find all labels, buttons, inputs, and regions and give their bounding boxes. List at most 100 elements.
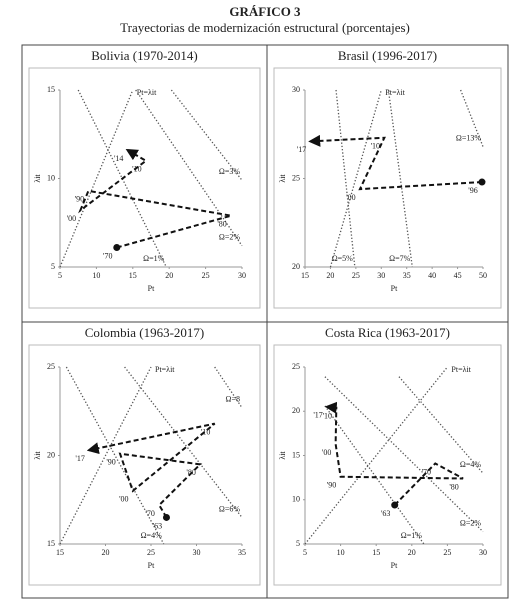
year-label: '63 (153, 521, 162, 530)
reference-line (65, 366, 165, 545)
x-tick-label: 15 (129, 271, 137, 280)
reference-line (124, 366, 243, 518)
chart-frame (28, 67, 261, 309)
panel-title: Colombia (1963-2017) (85, 325, 205, 340)
reference-label: Ω=1% (401, 531, 422, 540)
year-label: '14 (114, 154, 123, 163)
y-tick-label: 20 (292, 406, 300, 415)
y-axis-label: λit (33, 451, 42, 460)
year-label: '70 (145, 509, 154, 518)
reference-label: Pt=λit (451, 365, 471, 374)
y-tick-label: 15 (47, 85, 55, 94)
start-point (478, 178, 486, 186)
reference-line (170, 89, 243, 181)
trajectory (86, 422, 216, 518)
year-label: '00 (346, 193, 355, 202)
x-axis-label: Pt (148, 284, 155, 293)
x-tick-label: 20 (102, 548, 110, 557)
y-tick-label: 25 (47, 362, 55, 371)
y-axis-label: λit (33, 174, 42, 183)
reference-label: Pt=λit (385, 88, 405, 97)
year-label: '90 (327, 481, 336, 490)
reference-label: Pt=λit (137, 88, 157, 97)
panel-title: Brasil (1996-2017) (338, 48, 437, 63)
year-label: '90 (75, 195, 84, 204)
panel: Colombia (1963-2017) 15 20 25 30 35 15 20 25 Pt λi… (28, 325, 261, 586)
year-label: '17 (75, 454, 84, 463)
reference-line (59, 366, 152, 545)
y-tick-label: 30 (292, 85, 300, 94)
x-tick-label: 20 (326, 271, 334, 280)
year-label: '10 (132, 165, 141, 174)
chart-frame (273, 67, 502, 309)
x-tick-label: 20 (165, 271, 173, 280)
panel: Bolivia (1970-2014) 5 10 15 20 25 30 5 10 15 Pt λit… (28, 48, 261, 309)
x-tick-label: 15 (56, 548, 64, 557)
panel: Brasil (1996-2017)15 20 25 30 35 40 45 50202530… (273, 48, 502, 309)
reference-line (398, 376, 484, 474)
year-label: '80 (217, 219, 226, 228)
x-axis-label: Pt (391, 284, 398, 293)
year-label: '00 (119, 495, 128, 504)
reference-label: Ω=1% (143, 254, 164, 263)
reference-label: Ω=8 (226, 395, 240, 404)
trajectory (308, 134, 483, 191)
chart-frame (273, 344, 502, 586)
panel-title: Bolivia (1970-2014) (91, 48, 198, 63)
year-label: '63 (381, 509, 390, 518)
chart-frame (28, 344, 261, 586)
reference-label: Ω=4% (460, 460, 481, 469)
reference-label: Ω=4% (141, 531, 162, 540)
trajectory (78, 148, 232, 249)
year-label: '17 (313, 411, 322, 420)
x-axis-label: Pt (148, 561, 155, 570)
y-tick-label: 10 (47, 173, 55, 182)
reference-label: Ω=2% (219, 233, 240, 242)
x-tick-label: 15 (301, 271, 309, 280)
reference-label: Ω=5% (332, 254, 353, 263)
year-label: '70 (103, 251, 112, 260)
y-tick-label: 25 (292, 173, 300, 182)
x-tick-label: 40 (428, 271, 436, 280)
x-tick-label: 25 (352, 271, 360, 280)
x-tick-label: 10 (337, 548, 345, 557)
reference-label: Pt=λit (155, 365, 175, 374)
y-tick-label: 15 (292, 450, 300, 459)
year-label: '96 (468, 186, 477, 195)
year-label: '17 (297, 145, 306, 154)
y-tick-label: 20 (47, 450, 55, 459)
x-tick-label: 25 (147, 548, 155, 557)
x-tick-label: 10 (92, 271, 100, 280)
reference-line (304, 366, 448, 545)
year-label: '10 (371, 142, 380, 151)
x-tick-label: 50 (479, 271, 487, 280)
y-tick-label: 15 (47, 539, 55, 548)
reference-line (324, 376, 484, 533)
start-point (113, 244, 121, 252)
year-label: '00 (322, 448, 331, 457)
figure-subtitle: Trayectorias de modernización estructura… (120, 20, 410, 35)
panel-title: Costa Rica (1963-2017) (325, 325, 450, 340)
reference-line (214, 366, 243, 409)
x-tick-label: 35 (403, 271, 411, 280)
reference-line (460, 89, 484, 147)
panel: Costa Rica (1963-2017) 5 10 15 20 25 30 5 10 15 20… (273, 325, 502, 586)
x-tick-label: 35 (238, 548, 246, 557)
x-tick-label: 30 (479, 548, 487, 557)
x-tick-label: 30 (193, 548, 201, 557)
y-tick-label: 5 (51, 262, 55, 271)
year-label: '10 (323, 412, 332, 421)
reference-label: Ω=13% (456, 133, 481, 142)
reference-line (387, 89, 413, 268)
x-tick-label: 30 (377, 271, 385, 280)
reference-line (59, 89, 134, 268)
x-tick-label: 15 (372, 548, 380, 557)
figure-title: GRÁFICO 3 (229, 4, 301, 19)
y-axis-label: λit (278, 451, 287, 460)
x-tick-label: 20 (408, 548, 416, 557)
trajectory (324, 401, 464, 506)
year-label: '00 (67, 214, 76, 223)
x-axis-label: Pt (391, 561, 398, 570)
